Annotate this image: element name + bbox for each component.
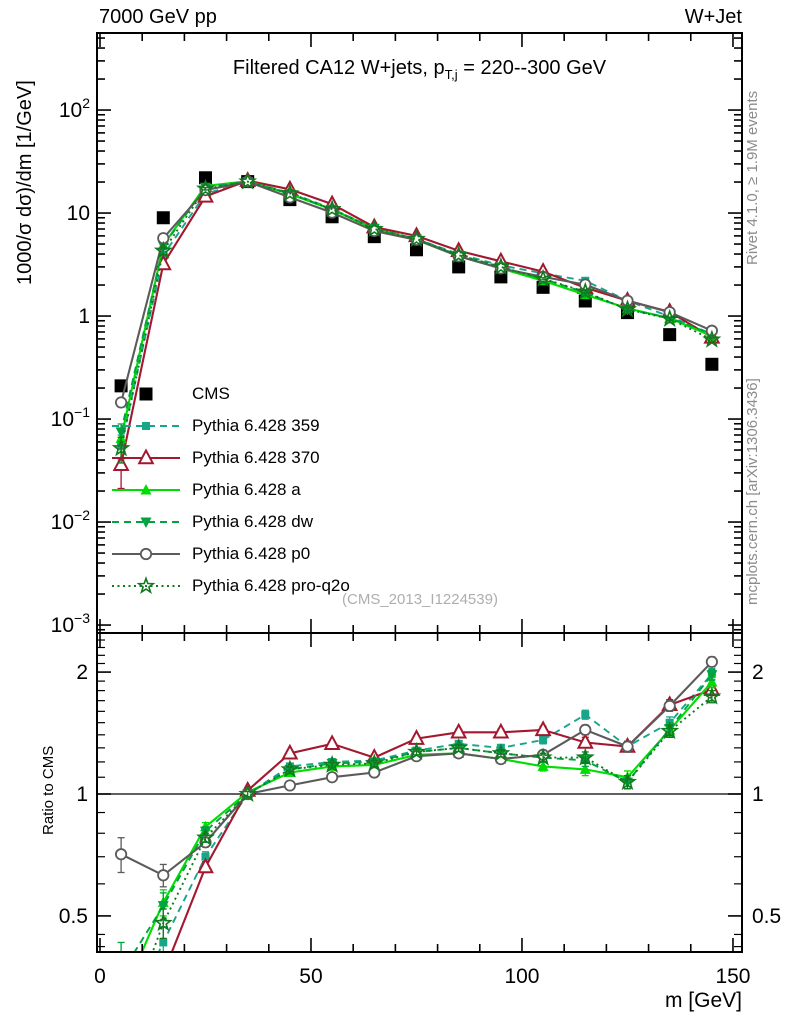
ratio-panel [97,655,742,952]
beam-energy-label: 7000 GeV pp [99,6,217,28]
legend-swatch [139,387,153,401]
svg-text:10−1: 10−1 [51,404,91,431]
legend-item-pythia-6-428-a: Pythia 6.428 a [110,474,350,506]
series-cms [114,171,719,393]
svg-text:10−2: 10−2 [51,507,91,534]
legend-swatch [112,484,180,495]
svg-text:1: 1 [76,783,88,806]
legend-swatch [112,422,180,430]
title-prefix: Filtered CA12 W+jets, p [232,57,445,79]
svg-text:0: 0 [94,965,106,988]
svg-text:2: 2 [76,661,88,684]
legend-label: CMS [192,384,230,403]
y-axis-title-ratio: Ratio to CMS [40,745,57,835]
legend-item-pythia-6-428-359: Pythia 6.428 359 [110,410,350,442]
legend-swatch [112,547,180,561]
svg-text:10: 10 [67,202,90,225]
title-subscript: T,j [444,67,458,82]
svg-text:10−3: 10−3 [51,610,91,637]
title-suffix: = 220--300 GeV [457,57,607,79]
legend-item-pythia-6-428-pro-q2o: Pythia 6.428 pro-q2o [110,570,350,602]
svg-text:0.5: 0.5 [59,905,88,928]
analysis-id-watermark: (CMS_2013_I1224539) [342,591,498,608]
legend-swatch [112,575,180,595]
legend-label: Pythia 6.428 p0 [192,544,311,563]
main-panel [111,171,722,490]
ratio-pythia-6-428-a [140,675,718,952]
series-pythia-6-428-p0 [114,175,718,409]
legend-label: Pythia 6.428 a [192,480,301,499]
legend-swatch [112,448,180,465]
svg-text:100: 100 [504,965,539,988]
legend-item-pythia-6-428-dw: Pythia 6.428 dw [110,506,350,538]
process-label: W+Jet [684,6,742,28]
legend: CMS Pythia 6.428 359 Pythia 6.428 370 Pythi… [110,378,350,602]
mcplots-arxiv-caption: mcplots.cern.ch [arXiv:1306.3436] [744,378,761,605]
plot-title: Filtered CA12 W+jets, pT,j = 220--300 Ge… [97,57,742,82]
rivet-version-caption: Rivet 4.1.0, ≥ 1.9M events [744,90,761,266]
svg-text:102: 102 [59,95,90,122]
x-axis-title: m [GeV] [664,989,742,1012]
svg-text:1: 1 [78,305,90,328]
svg-text:1: 1 [752,783,764,806]
svg-text:0.5: 0.5 [752,905,781,928]
legend-item-pythia-6-428-p0: Pythia 6.428 p0 [110,538,350,570]
svg-text:50: 50 [299,965,322,988]
legend-swatch [112,517,180,528]
legend-label: Pythia 6.428 370 [192,448,320,467]
legend-label: Pythia 6.428 dw [192,512,313,531]
legend-item-pythia-6-428-370: Pythia 6.428 370 [110,442,350,474]
legend-label: Pythia 6.428 pro-q2o [192,576,350,595]
legend-label: Pythia 6.428 359 [192,416,320,435]
ratio-pythia-6-428-pro-q2o [151,686,722,952]
legend-item-cms: CMS [110,378,350,410]
svg-text:2: 2 [752,661,764,684]
series-pythia-6-428-pro-q2o [111,171,722,464]
axes: 0 50 100 150 102 10 1 10−1 10−2 10−3 2 2 1 1 0.5 0.5 [51,32,781,988]
svg-text:150: 150 [715,965,750,988]
y-axis-title-main: 1000/σ dσ)/dm [1/GeV] [14,80,36,286]
